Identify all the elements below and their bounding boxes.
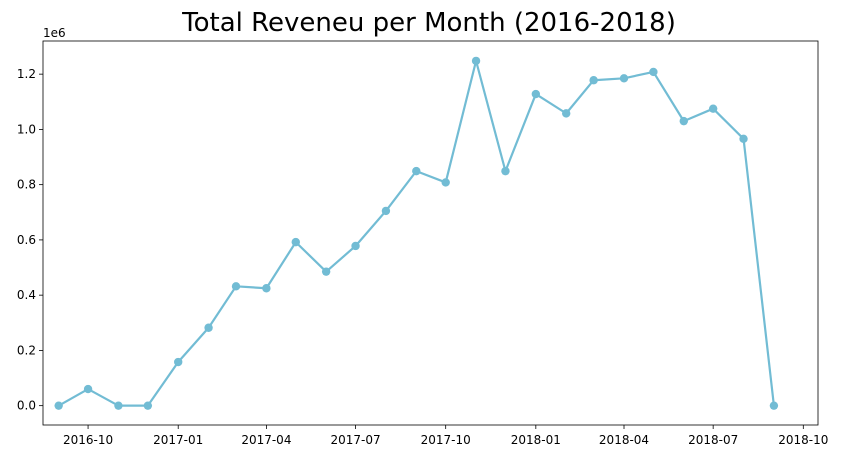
chart-title: Total Reveneu per Month (2016-2018) [181, 8, 676, 38]
data-point [83, 384, 93, 394]
y-axis-offset-label: 1e6 [43, 26, 66, 40]
y-tick-label: 1.0 [17, 122, 36, 136]
data-point [143, 401, 153, 410]
y-tick-label: 0.6 [17, 233, 36, 247]
data-point [351, 241, 360, 251]
y-tick-label: 0.8 [17, 178, 36, 192]
y-tick-label: 0.0 [17, 399, 36, 413]
data-point [501, 166, 510, 176]
y-tick-label: 0.4 [17, 288, 36, 302]
x-tick-label: 2017-01 [153, 433, 203, 447]
axis-ticks: 2016-10 2017-01 2017-04 2017-07 2017-10 2018-… [17, 67, 828, 447]
data-point [769, 401, 779, 410]
x-tick-label: 2018-04 [599, 433, 649, 447]
axes [42, 40, 819, 426]
data-point [291, 237, 300, 247]
data-series [54, 56, 779, 410]
data-point [114, 401, 123, 410]
data-point [54, 401, 63, 410]
data-point [231, 282, 241, 291]
x-tick-label: 2018-10 [778, 433, 828, 447]
x-tick-label: 2018-01 [511, 433, 561, 447]
x-tick-label: 2017-07 [330, 433, 380, 447]
data-point [561, 109, 571, 118]
data-point [531, 89, 541, 99]
x-tick-label: 2018-07 [688, 433, 738, 447]
y-tick-label: 1.2 [17, 67, 36, 81]
data-point [708, 104, 718, 113]
x-tick-label: 2016-10 [63, 433, 113, 447]
data-point [174, 357, 183, 367]
data-point [649, 67, 658, 77]
data-point [204, 323, 213, 332]
data-point [412, 166, 421, 176]
series-line [57, 59, 776, 407]
data-point [679, 116, 688, 126]
data-point [381, 206, 391, 216]
x-tick-label: 2017-04 [241, 433, 291, 447]
data-point [262, 284, 271, 293]
data-point [471, 56, 481, 66]
data-point [441, 178, 450, 187]
data-point [739, 134, 748, 143]
data-point [619, 74, 629, 83]
plot-frame [42, 40, 819, 426]
data-point [589, 76, 598, 85]
y-tick-label: 0.2 [17, 343, 36, 357]
x-tick-label: 2017-10 [421, 433, 471, 447]
data-point [321, 267, 331, 276]
